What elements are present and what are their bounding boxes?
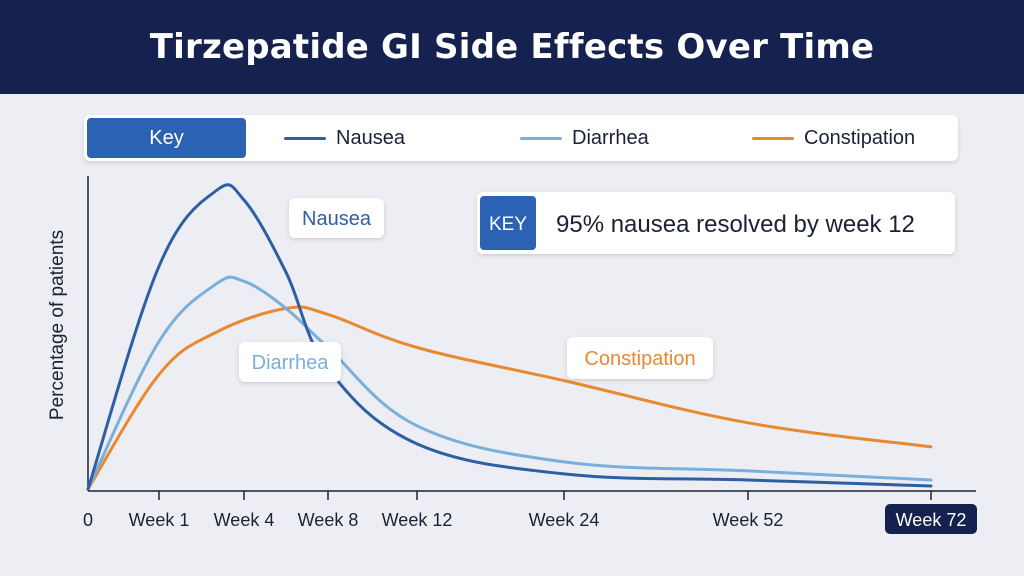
annotation-box — [289, 198, 384, 238]
legend-bar: Key Nausea Diarrhea Constipation — [84, 115, 958, 161]
annotation-nausea: Nausea — [289, 198, 384, 238]
x-tick-highlight — [885, 504, 977, 534]
annotation-label: Nausea — [302, 208, 372, 230]
series-line-constipation — [86, 305, 933, 491]
legend-item-diarrhea: Diarrhea — [520, 115, 649, 161]
callout-text: 95% nausea resolved by week 12 — [556, 211, 915, 238]
legend-swatch-nausea — [284, 136, 326, 140]
annotation-box — [567, 337, 713, 379]
title-banner: Tirzepatide GI Side Effects Over Time — [0, 0, 1024, 94]
x-tick-label-week-4: Week 4 — [214, 510, 275, 530]
series-line-diarrhea — [86, 275, 933, 491]
y-axis-label: Percentage of patients — [47, 230, 68, 420]
legend-swatch-diarrhea — [520, 136, 562, 140]
x-tick-label-week-52: Week 52 — [713, 510, 784, 530]
x-tick-label-week-24: Week 24 — [529, 510, 600, 530]
x-tick-label-week-8: Week 8 — [298, 510, 359, 530]
callout-badge-label: KEY — [489, 214, 527, 235]
x-tick-label-0: 0 — [83, 510, 93, 530]
legend-label-constipation: Constipation — [804, 126, 916, 149]
annotation-label: Diarrhea — [252, 352, 330, 374]
annotation-constipation: Constipation — [567, 337, 713, 379]
page-title: Tirzepatide GI Side Effects Over Time — [149, 27, 875, 67]
legend-swatch-constipation — [752, 136, 794, 140]
annotation-diarrhea: Diarrhea — [239, 342, 341, 382]
legend-item-constipation: Constipation — [752, 115, 915, 161]
x-tick-label-week-12: Week 12 — [382, 510, 453, 530]
annotation-label: Constipation — [584, 348, 695, 370]
x-tick-label-week-1: Week 1 — [129, 510, 190, 530]
legend-label-nausea: Nausea — [336, 126, 405, 149]
legend-key-label: Key — [87, 118, 246, 158]
legend-item-nausea: Nausea — [284, 115, 405, 161]
x-tick-label-week-72: Week 72 — [896, 510, 967, 530]
callout-badge — [480, 196, 536, 250]
callout-box — [477, 192, 955, 254]
key-callout: KEY 95% nausea resolved by week 12 — [477, 192, 955, 254]
annotation-box — [239, 342, 341, 382]
legend-label-diarrhea: Diarrhea — [572, 126, 649, 149]
